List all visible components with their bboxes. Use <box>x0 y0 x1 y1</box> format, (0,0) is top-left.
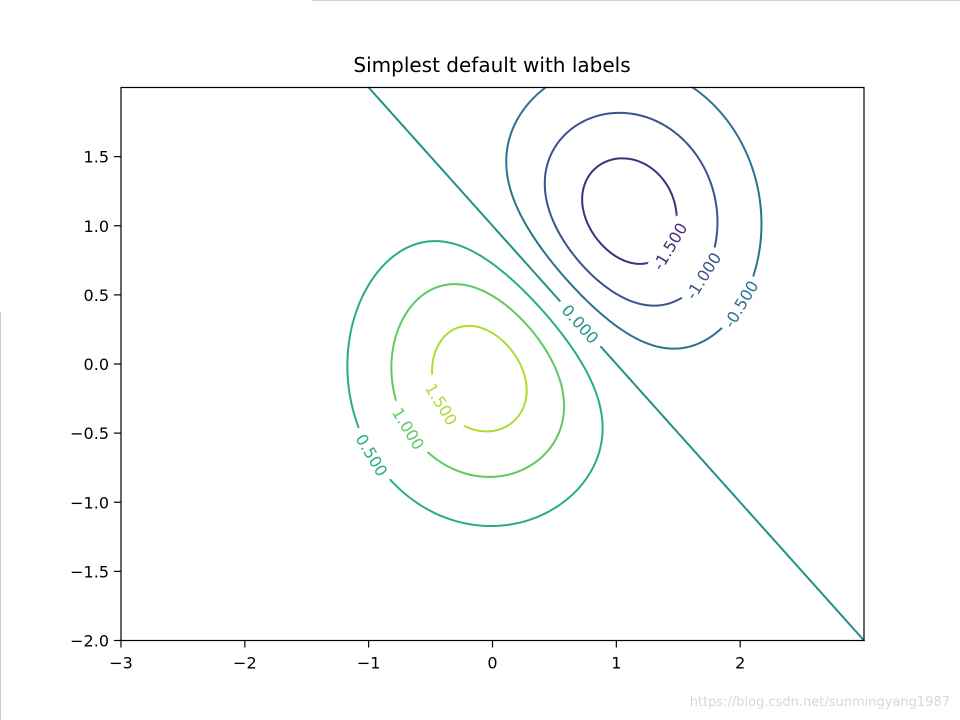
x-tick-label: 2 <box>735 654 745 673</box>
watermark: https://blog.csdn.net/sunmingyang1987 <box>690 695 950 710</box>
contour-label-0: -1.500 <box>649 220 692 274</box>
x-tick-label: −2 <box>233 654 257 673</box>
y-tick-label: 0.5 <box>84 286 109 305</box>
y-tick-label: −0.5 <box>70 424 109 443</box>
contour-label-bg-5 <box>384 397 433 460</box>
contour-label-4: 0.500 <box>352 431 392 480</box>
contour-label-2: -0.500 <box>720 277 763 331</box>
x-axis: −3 −2 −1 0 1 2 <box>109 640 745 673</box>
contour-label-bg-3 <box>552 294 608 353</box>
contour-lines <box>346 86 865 642</box>
contour-label-bg-4 <box>347 424 396 486</box>
contour-label-bg-0 <box>645 215 694 278</box>
y-tick-label: 1.0 <box>84 217 109 236</box>
chart-title: Simplest default with labels <box>353 53 630 77</box>
y-axis: −2.0 −1.5 −1.0 −0.5 0.0 0.5 1.0 1.5 <box>70 148 121 651</box>
x-tick-label: 0 <box>487 654 497 673</box>
x-tick-label: −1 <box>357 654 381 673</box>
y-tick-label: 0.0 <box>84 355 109 374</box>
contour-line-2 <box>505 86 763 350</box>
x-tick-label: −3 <box>109 654 133 673</box>
y-tick-label: −1.5 <box>70 562 109 581</box>
y-tick-label: 1.5 <box>84 148 109 167</box>
x-tick-label: 1 <box>611 654 621 673</box>
contour-line-4 <box>346 240 604 528</box>
contour-label-6: 1.500 <box>421 380 461 429</box>
y-tick-label: −2.0 <box>70 632 109 651</box>
contour-label-bg-1 <box>678 244 728 307</box>
contour-line-3 <box>367 86 865 642</box>
contour-label-bg-2 <box>716 273 765 335</box>
contour-label-5: 1.000 <box>388 404 428 453</box>
contour-label-1: -1.000 <box>682 249 726 303</box>
y-tick-label: −1.0 <box>70 493 109 512</box>
contour-label-bg-6 <box>417 373 466 435</box>
